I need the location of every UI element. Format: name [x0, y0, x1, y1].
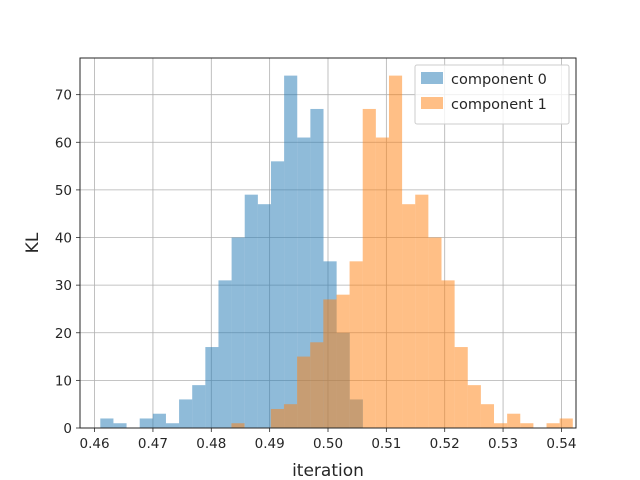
histogram-bar-component-1 [362, 108, 376, 428]
histogram-bar-component-0 [244, 194, 258, 428]
histogram-bar-component-1 [520, 423, 534, 428]
histogram-bar-component-0 [100, 418, 114, 428]
y-tick-label: 20 [55, 326, 72, 342]
histogram-bar-component-1 [375, 137, 389, 428]
histogram-bar-component-1 [323, 299, 337, 428]
histogram-bar-component-0 [284, 75, 298, 428]
histogram-bar-component-0 [218, 280, 232, 428]
histogram-bar-component-1 [310, 342, 324, 428]
histogram-bar-component-1 [441, 280, 455, 428]
histogram-bar-component-1 [415, 194, 429, 428]
histogram-bar-component-0 [297, 137, 311, 428]
x-tick-label: 0.47 [138, 436, 168, 452]
histogram-bar-component-1 [349, 261, 363, 428]
histogram-bar-component-0 [179, 399, 193, 428]
histogram-bar-component-0 [113, 423, 127, 428]
x-axis-ticks: 0.46 0.47 0.48 0.49 0.50 0.51 0.52 0.53 0.54 [80, 428, 576, 452]
histogram-bar-component-0 [257, 204, 271, 428]
y-tick-label: 70 [55, 88, 72, 104]
x-tick-label: 0.48 [196, 436, 226, 452]
histogram-bar-component-1 [297, 356, 311, 428]
x-tick-label: 0.53 [488, 436, 518, 452]
x-axis-label: iteration [292, 461, 364, 480]
histogram-bar-component-1 [467, 385, 481, 428]
x-tick-label: 0.52 [430, 436, 460, 452]
histogram-bar-component-0 [192, 385, 206, 428]
y-axis-label: KL [23, 232, 43, 253]
histogram-bar-component-1 [559, 418, 573, 428]
legend-swatch-component-1 [421, 97, 443, 109]
x-tick-label: 0.51 [371, 436, 401, 452]
histogram-bar-component-0 [270, 161, 285, 429]
histogram-bar-component-0 [165, 423, 180, 428]
histogram-bar-component-0 [205, 347, 219, 428]
y-tick-label: 0 [63, 421, 72, 437]
x-tick-label: 0.46 [80, 436, 110, 452]
y-tick-label: 30 [55, 278, 72, 294]
histogram-bar-component-1 [402, 204, 416, 428]
histogram-bar-component-1 [336, 294, 350, 428]
x-tick-label: 0.50 [313, 436, 343, 452]
x-tick-label: 0.54 [546, 436, 576, 452]
y-tick-label: 60 [55, 135, 72, 151]
y-tick-label: 40 [55, 231, 72, 247]
histogram-bar-component-0 [152, 413, 166, 428]
legend-swatch-component-0 [421, 72, 443, 84]
histogram-bar-component-1 [494, 423, 508, 428]
histogram-bar-component-1 [428, 237, 442, 428]
histogram-bar-component-0 [139, 418, 153, 428]
legend-label-component-1: component 1 [451, 97, 547, 113]
y-tick-label: 50 [55, 183, 72, 199]
y-tick-label: 10 [55, 373, 72, 389]
histogram-bar-component-1 [388, 75, 403, 428]
histogram-bar-component-1 [454, 347, 468, 428]
legend: component 0 component 1 [414, 64, 570, 125]
histogram-bar-component-1 [283, 404, 298, 428]
bars [100, 75, 573, 429]
histogram-bar-component-0 [231, 237, 245, 428]
y-axis-ticks: 0 10 20 30 40 50 60 70 [55, 88, 80, 437]
histogram-bar-component-1 [270, 408, 284, 428]
histogram-bar-component-1 [231, 423, 245, 428]
legend-box [414, 64, 570, 125]
histogram-bar-component-1 [480, 404, 495, 428]
histogram-bar-component-1 [546, 423, 560, 428]
histogram-bar-component-1 [507, 413, 521, 428]
legend-label-component-0: component 0 [451, 72, 547, 88]
x-tick-label: 0.49 [255, 436, 285, 452]
